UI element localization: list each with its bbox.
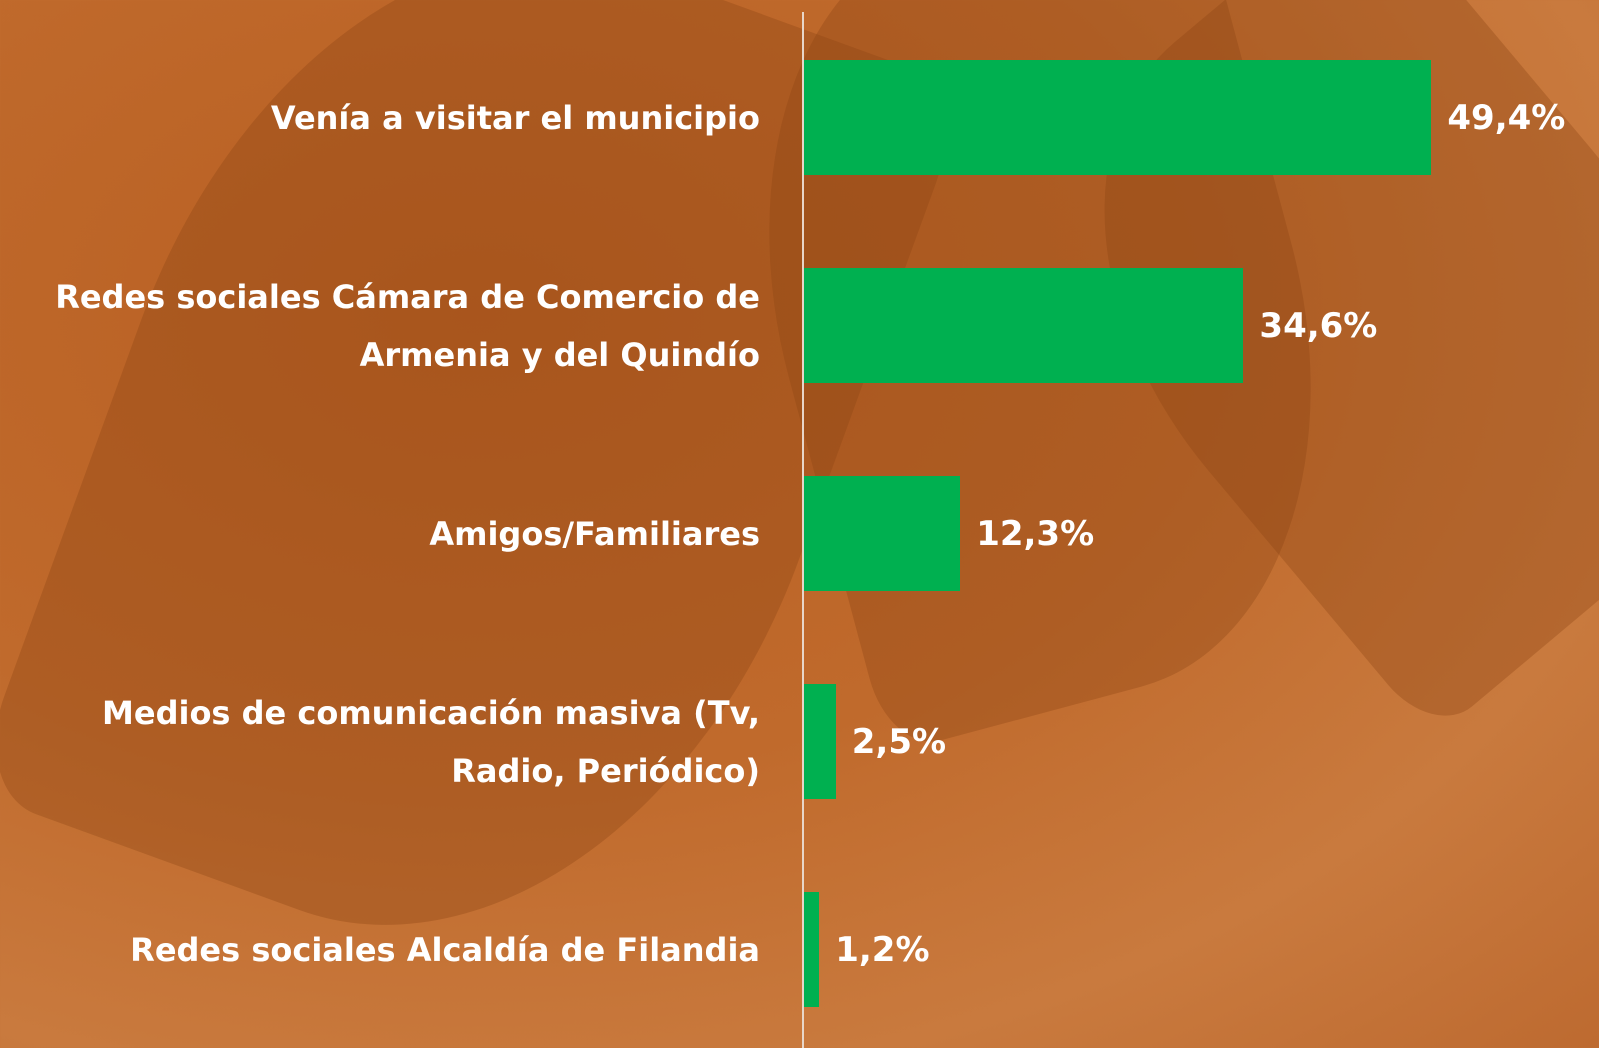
value-label: 1,2% [835,929,930,970]
bar [804,892,820,1007]
category-label: Amigos/Familiares [429,514,760,553]
value-label: 49,4% [1447,97,1566,138]
category-label: Medios de comunicación masiva (Tv, Radio… [102,693,760,790]
category-label: Redes sociales Cámara de Comercio de Arm… [55,277,760,374]
category-axis [802,12,804,1048]
bar [804,476,961,591]
bar [804,684,836,799]
category-label: Venía a visitar el municipio [270,98,760,137]
category-label: Redes sociales Alcaldía de Filandia [130,930,760,969]
value-label: 34,6% [1259,305,1378,346]
value-label: 2,5% [851,721,947,762]
value-label: 12,3% [976,513,1095,554]
bar [804,60,1432,175]
bar [804,268,1244,383]
